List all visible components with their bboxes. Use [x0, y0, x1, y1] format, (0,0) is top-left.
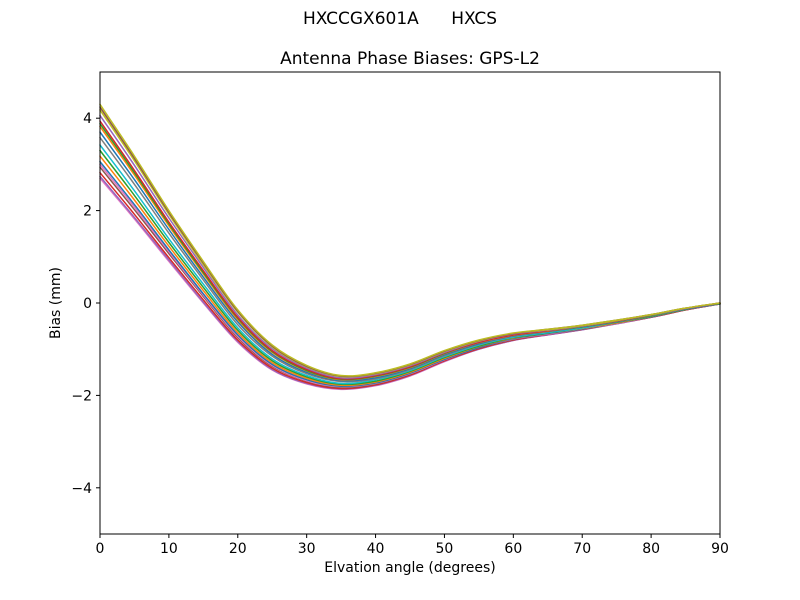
x-tick-label: 60: [504, 541, 522, 557]
figure-suptitle: HXCCGX601A HXCS: [302, 9, 498, 29]
x-tick-label: 30: [298, 541, 316, 557]
y-tick-label: −4: [71, 481, 92, 497]
x-tick-label: 80: [642, 541, 660, 557]
x-tick-label: 90: [711, 541, 729, 557]
y-tick-label: 0: [83, 296, 92, 312]
x-axis-label: Elvation angle (degrees): [324, 560, 496, 576]
bias-curve-18: [99, 103, 721, 377]
y-axis-label: Bias (mm): [48, 266, 64, 340]
x-tick-label: 50: [436, 541, 454, 557]
y-tick-label: 2: [83, 204, 92, 220]
bias-curve-17: [99, 106, 721, 378]
y-tick-label: 4: [83, 111, 92, 127]
x-tick-label: 40: [367, 541, 385, 557]
axes-spines: [99, 71, 721, 535]
bias-curve-08: [99, 149, 721, 386]
x-tick-label: 0: [96, 541, 105, 557]
bias-curve-05: [99, 163, 721, 388]
bias-curve-16: [99, 109, 721, 378]
x-tick-label: 20: [229, 541, 247, 557]
chart-title: Antenna Phase Biases: GPS-L2: [280, 49, 540, 69]
y-tick-label: −2: [71, 388, 92, 404]
x-tick-label: 10: [160, 541, 178, 557]
x-tick-label: 70: [573, 541, 591, 557]
